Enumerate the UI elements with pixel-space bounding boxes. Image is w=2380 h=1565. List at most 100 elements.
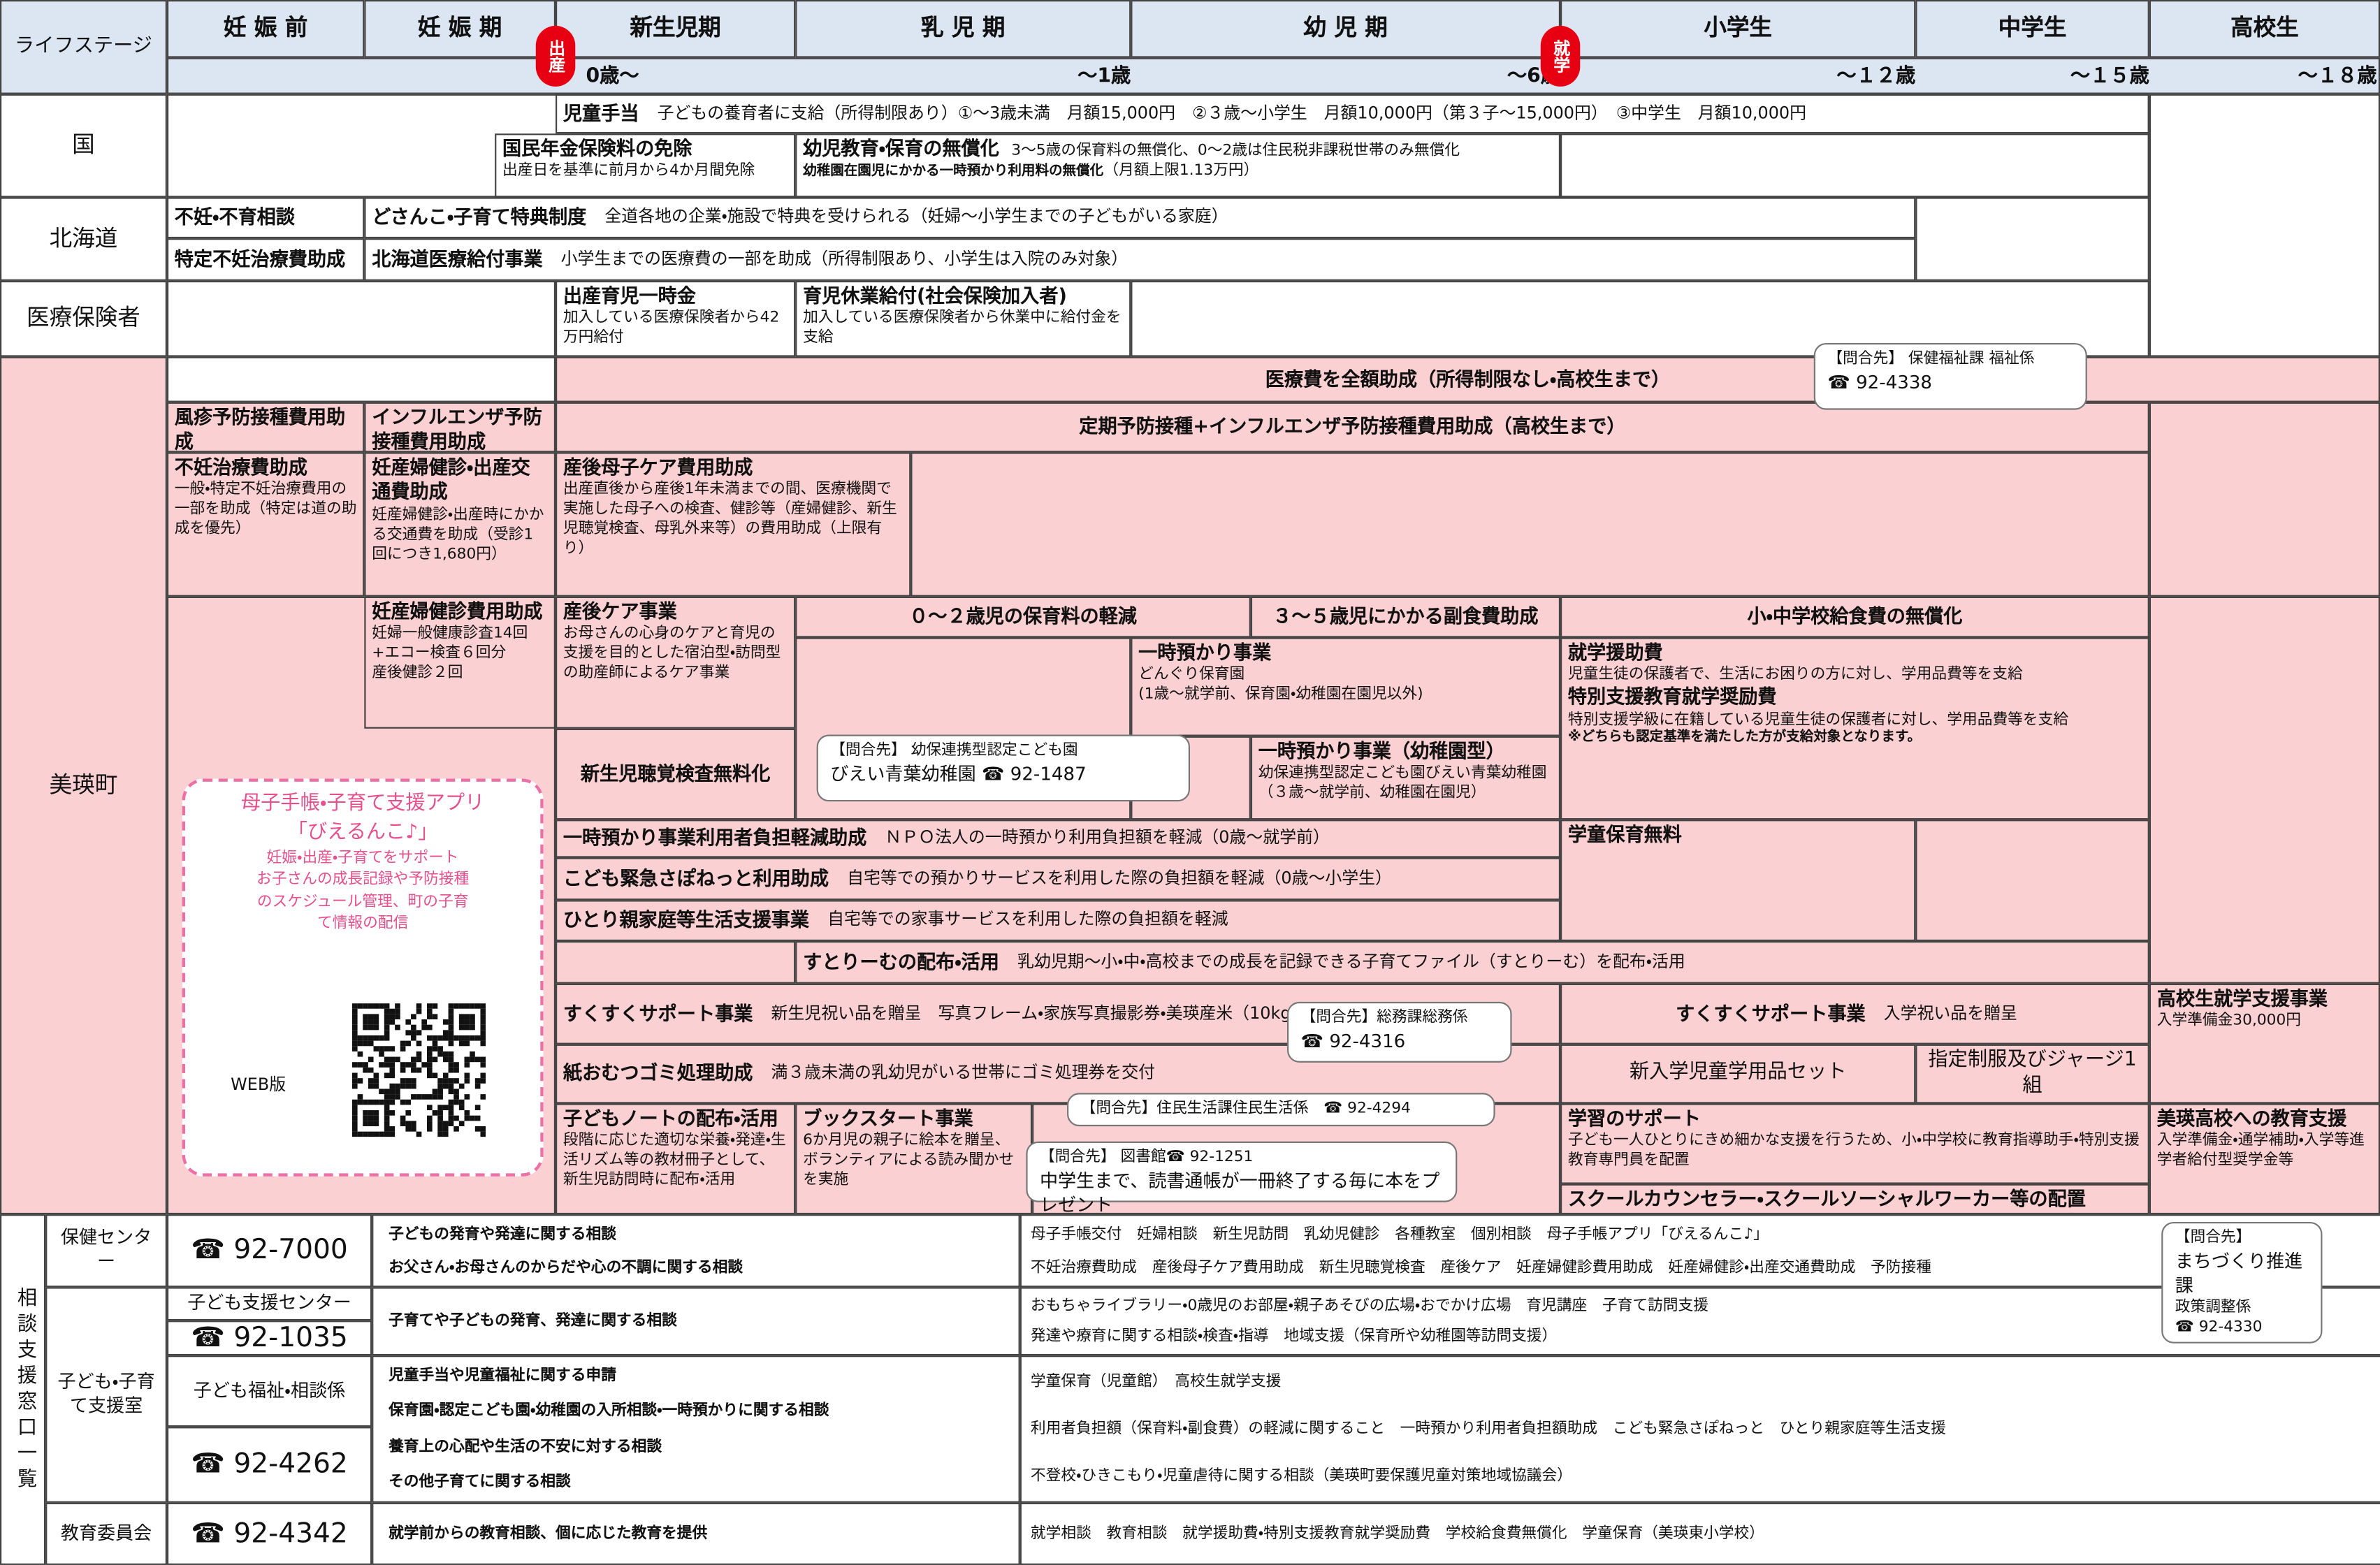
age-label: ～1歳	[1077, 65, 1131, 89]
text: 加入している医療保険者から休業中に給付金を支給	[803, 310, 1122, 347]
cell-frame	[166, 280, 556, 357]
cell-frame	[166, 596, 556, 1215]
insurer: 医療保険者	[0, 280, 167, 357]
item-3: 乳 児 期	[795, 0, 1131, 58]
title: 幼児教育・保育の無償化	[803, 136, 999, 160]
text: （月額上限1.13万円）	[1103, 163, 1259, 180]
text: ＮＰＯ法人の一時預かり利用負担額を軽減（0歳～就学前）	[885, 827, 1330, 848]
contact-line: 【問合先】 保健福祉課 福祉係	[1827, 350, 2035, 367]
counselor: スクールカウンセラー・スクールソーシャルワーカー等の配置	[1560, 1184, 2149, 1215]
item-5: 小学生	[1560, 0, 1916, 58]
text: 一般・特定不妊治療費用の一部を助成（特定は道の助成を優先）	[174, 481, 357, 538]
text: 出産日を基準に前月から4か月間免除	[502, 163, 755, 180]
label: ライフステージ	[0, 0, 167, 94]
contact-callout: 【問合先】 まちづくり推進課 政策調整係 ☎ 92-4330	[2161, 1221, 2323, 1344]
contact-line: 政策調整係	[2175, 1299, 2251, 1316]
learning: 学習のサポート 子ども一人ひとりにきめ細かな支援を行うため、小・中学校に教育指導助…	[1560, 1103, 2149, 1184]
title: 出産育児一時金	[563, 284, 696, 307]
town: 美瑛町	[0, 356, 167, 1215]
title: 学習のサポート	[1567, 1106, 1701, 1130]
cell-frame	[1131, 280, 2149, 357]
contact-callout: 【問合先】住民生活課住民生活係 ☎ 92-4294	[1067, 1093, 1495, 1127]
text: お母さんの心身のケアと育児の支援を目的とした宿泊型・訪問型の助産師によるケア事業	[563, 625, 781, 683]
text-line: 学童保育（児童館） 高校生就学支援	[1030, 1374, 1282, 1391]
text-line: 養育上の心配や生活の不安に対する相談	[389, 1438, 662, 1455]
temp-care-kinder: 一時預かり事業（幼稚園型） 幼保連携型認定こども園びえい青葉幼稚園 （３歳～就学前、…	[1250, 736, 1561, 820]
cell-frame	[910, 452, 2149, 597]
sukusuku-school: すくすくサポート事業 入学祝い品を贈呈	[1560, 983, 2149, 1044]
contact-callout: 【問合先】総務課総務係 ☎ 92-4316	[1287, 1001, 1512, 1063]
title: ブックスタート事業	[803, 1106, 973, 1130]
contact-line: びえい青葉幼稚園 ☎ 92-1487	[830, 762, 1087, 785]
cell-frame	[2149, 402, 2380, 597]
lump-sum: 出産育児一時金加入している医療保険者から42万円給付	[556, 280, 796, 357]
text: 加入している医療保険者から42万円給付	[563, 310, 780, 347]
stream: すとりーむの配布・活用 乳幼児期～小・中・高校までの成長を記録できる子育てファイル…	[795, 941, 2149, 984]
text2: 特別支援学級に在籍している児童生徒の保護者に対し、学用品費等を支給	[1567, 711, 2069, 728]
school-supplies: 新入学児童学用品セット	[1560, 1044, 1916, 1104]
cell-frame	[166, 356, 556, 402]
infertility-aid: 特定不妊治療費助成	[166, 238, 365, 281]
text-line: どんぐり保育園	[1138, 667, 1245, 684]
label: 相談支援窓口一覧	[0, 1214, 46, 1565]
text-line: 保育園・認定こども園・幼稚園の入所相談・一時預かりに関する相談	[389, 1403, 829, 1420]
topics: 就学前からの教育相談、個に応じた教育を提供	[372, 1502, 1020, 1565]
note: 幼稚園在園児にかかる一時預かり利用料の無償化	[803, 164, 1104, 180]
text: 入学準備金30,000円	[2156, 1012, 2302, 1030]
pension: 国民年金保険料の免除 出産日を基準に前月から4か月間免除	[495, 133, 796, 198]
preschool: 幼児教育・保育の無償化 3～5歳の保育料の無償化、0～2歳は住民税非課税世帯のみ無…	[795, 133, 1561, 198]
emergency: こども緊急さぽねっと利用助成 自宅等での預かりサービスを利用した際の負担額を軽減（…	[556, 857, 1561, 901]
text: 入学準備金・通学補助・入学等進学者給付型奨学金等	[2156, 1133, 2365, 1170]
topics: 子育てや子どもの発育、発達に関する相談	[372, 1287, 1020, 1356]
title: 不妊治療費助成	[174, 455, 307, 479]
contact-line: 【問合先】 幼保連携型認定こども園	[830, 742, 1078, 759]
checkup-cost: 妊産婦健診費用助成 妊婦一般健康診査14回 +エコー検査６回分 産後健診２回	[364, 596, 556, 729]
qr-code	[351, 1003, 486, 1137]
text-line: +エコー検査６回分	[372, 645, 507, 662]
cell-frame	[1915, 820, 2149, 942]
infertility-consult: 不妊・不育相談	[166, 197, 365, 239]
bookstart: ブックスタート事業 6か月児の親子に絵本を贈呈、ボランティアによる読み聞かせを実施	[795, 1103, 1033, 1215]
text-line: 母子手帳交付 妊婦相談 新生児訪問 乳幼児健診 各種教室 個別相談 母子手帳アプ…	[1030, 1225, 1769, 1243]
side-dish: ３～５歳児にかかる副食費助成	[1250, 596, 1561, 638]
text-line: 児童手当や児童福祉に関する申請	[389, 1367, 616, 1385]
item-4: 幼 児 期	[1131, 0, 1561, 58]
checkup-travel: 妊産婦健診・出産交通費助成 妊産婦健診・出産時にかかる交通費を助成（受診1回につき…	[364, 452, 556, 597]
contact-callout: 【問合先】 幼保連携型認定こども園びえい青葉幼稚園 ☎ 92-1487	[816, 734, 1191, 802]
contact-line: ☎ 92-4316	[1300, 1030, 1406, 1051]
app-box: 母子手帳・子育て支援アプリ 「びえるんこ♪」 妊娠・出産・子育てをサポート お子さんの…	[182, 778, 544, 1177]
phone: ☎ 92-7000	[166, 1214, 372, 1288]
leave: 育児休業給付(社会保険加入者) 加入している医療保険者から休業中に給付金を支給	[795, 280, 1131, 357]
text: 自宅等での預かりサービスを利用した際の負担額を軽減（0歳～小学生）	[847, 868, 1392, 888]
name: 子ども支援センター	[166, 1287, 372, 1321]
text: 全道各地の企業・施設で特典を受けられる（妊婦～小学生までの子どもがいる家庭）	[604, 207, 1228, 227]
title: 北海道医療給付事業	[372, 247, 543, 270]
title: こども緊急さぽねっと利用助成	[563, 866, 829, 889]
text: 6か月児の親子に絵本を贈呈、ボランティアによる読み聞かせを実施	[803, 1133, 1015, 1189]
services: おもちゃライブラリー・0歳児のお部屋・親子あそびの広場・おでかけ広場 育児講座 …	[1020, 1287, 2380, 1356]
text-line: 不登校・ひきこもり・児童虐待に関する相談（美瑛町要保護児童対策地域協議会）	[1030, 1467, 1572, 1485]
uniform: 指定制服及びジャージ1組	[1915, 1044, 2149, 1104]
item-0: 妊 娠 前	[166, 0, 365, 58]
web-label: WEB版	[231, 1075, 286, 1095]
title: 産後ケア事業	[563, 599, 677, 623]
text-line: 不妊治療費助成 産後母子ケア費用助成 新生児聴覚検査 産後ケア 妊産婦健診費用助…	[1030, 1259, 1931, 1276]
text: 乳幼児期～小・中・高校までの成長を記録できる子育てファイル（すとりーむ）を配布・…	[1017, 951, 1685, 972]
text-line: 就学前からの教育相談、個に応じた教育を提供	[389, 1525, 708, 1543]
age-label: ～１２歳	[1836, 65, 1916, 89]
text-line: お父さん・お母さんのからだや心の不調に関する相談	[389, 1259, 743, 1276]
title: すくすくサポート事業	[563, 1001, 753, 1025]
text: 新生児祝い品を贈呈 写真フレーム・家族写真撮影券・美瑛産米（10kg）	[771, 1003, 1308, 1023]
services: 学童保育（児童館） 高校生就学支援 利用者負担額（保育料・副食費）の軽減に関するこ…	[1020, 1355, 2380, 1503]
name: 子ども福祉・相談係	[166, 1355, 372, 1427]
text-line: 幼保連携型認定こども園びえい青葉幼稚園	[1258, 765, 1547, 782]
title: どさんこ・子育て特典制度	[372, 205, 587, 228]
nursery-fee: ０～２歳児の保育料の軽減	[795, 596, 1251, 638]
text-line: (1歳～就学前、保育園・幼稚園在園児以外)	[1138, 686, 1423, 704]
contact-line: ☎ 92-4330	[2175, 1319, 2263, 1337]
phone: ☎ 92-4262	[166, 1427, 372, 1503]
text-line: 子育てや子どもの発育、発達に関する相談	[389, 1313, 677, 1330]
title: 風疹予防接種費用助成	[174, 405, 346, 453]
contact-line: 【問合先】総務課総務係	[1300, 1009, 1468, 1026]
